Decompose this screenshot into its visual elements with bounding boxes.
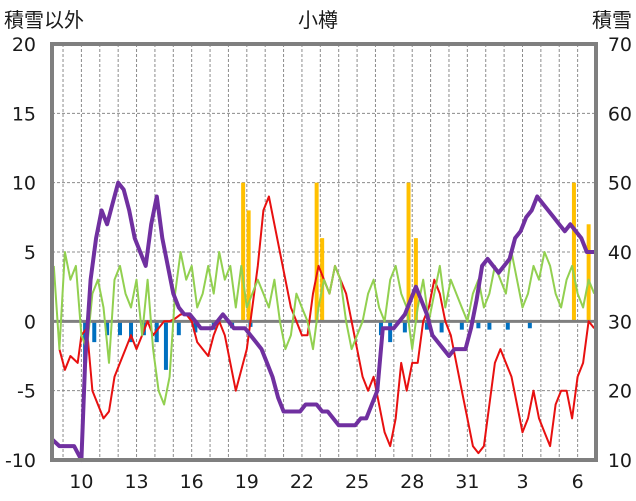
left-tick-label: 10 bbox=[12, 173, 36, 195]
negative-bar bbox=[459, 321, 464, 330]
negative-bar bbox=[487, 321, 492, 330]
negative-bar bbox=[163, 321, 168, 370]
x-tick-label: 25 bbox=[345, 471, 369, 493]
snow-depth-line bbox=[50, 180, 595, 462]
negative-bar bbox=[476, 321, 481, 329]
negative-bar bbox=[118, 321, 122, 336]
left-axis-label: 積雪以外 bbox=[4, 8, 84, 32]
right-axis-label: 積雪 bbox=[592, 8, 632, 32]
precipitation-bar bbox=[413, 238, 418, 322]
negative-bar bbox=[505, 321, 510, 330]
x-tick-label: 3 bbox=[516, 471, 528, 493]
negative-bar bbox=[527, 321, 532, 329]
x-tick-label: 31 bbox=[455, 471, 479, 493]
precipitation-bar bbox=[314, 182, 319, 322]
left-tick-label: 0 bbox=[24, 311, 36, 333]
left-tick-label: -10 bbox=[5, 450, 36, 472]
precipitation-bar bbox=[406, 182, 411, 322]
negative-bar bbox=[424, 321, 429, 330]
left-tick-label: -5 bbox=[17, 381, 36, 403]
negative-bar bbox=[129, 321, 134, 343]
right-tick-label: 60 bbox=[608, 103, 632, 125]
right-tick-label: 10 bbox=[608, 450, 632, 472]
frame bbox=[50, 42, 598, 462]
precipitation-bar bbox=[571, 182, 576, 322]
negative-bar bbox=[193, 321, 198, 333]
left-tick-label: 5 bbox=[24, 242, 36, 264]
right-tick-label: 20 bbox=[608, 381, 632, 403]
left-tick-label: 15 bbox=[12, 103, 36, 125]
negative-bar bbox=[176, 321, 181, 336]
plot-frame bbox=[50, 42, 598, 462]
precipitation-bar bbox=[241, 182, 246, 322]
right-tick-label: 40 bbox=[608, 242, 632, 264]
x-tick-label: 19 bbox=[235, 471, 259, 493]
negative-bar bbox=[439, 321, 444, 333]
negative-bar bbox=[92, 321, 97, 343]
x-tick-label: 16 bbox=[180, 471, 204, 493]
precipitation-bar bbox=[586, 224, 591, 322]
series bbox=[50, 180, 596, 462]
chart-title: 小樽 bbox=[298, 8, 338, 32]
grid bbox=[52, 44, 596, 460]
negative-bar bbox=[388, 321, 393, 343]
x-tick-label: 28 bbox=[400, 471, 424, 493]
negative-bar bbox=[402, 321, 407, 333]
temperature-line bbox=[58, 195, 595, 455]
x-tick-label: 13 bbox=[124, 471, 148, 493]
negative-bar bbox=[105, 321, 110, 336]
x-tick-label: 6 bbox=[572, 471, 584, 493]
humidity-line bbox=[52, 251, 596, 406]
right-tick-label: 70 bbox=[608, 34, 632, 56]
left-axis-ticks: -10 -5 0 5 10 15 20 bbox=[5, 34, 36, 472]
x-axis-ticks: 10 13 16 19 22 25 28 31 3 6 bbox=[69, 471, 583, 493]
right-tick-label: 50 bbox=[608, 173, 632, 195]
precipitation-bar bbox=[246, 210, 251, 322]
right-axis-ticks: 10 20 30 40 50 60 70 bbox=[608, 34, 632, 472]
precipitation-bar bbox=[320, 238, 325, 322]
x-tick-label: 22 bbox=[290, 471, 314, 493]
x-tick-label: 10 bbox=[69, 471, 93, 493]
left-tick-label: 20 bbox=[12, 34, 36, 56]
right-tick-label: 30 bbox=[608, 311, 632, 333]
